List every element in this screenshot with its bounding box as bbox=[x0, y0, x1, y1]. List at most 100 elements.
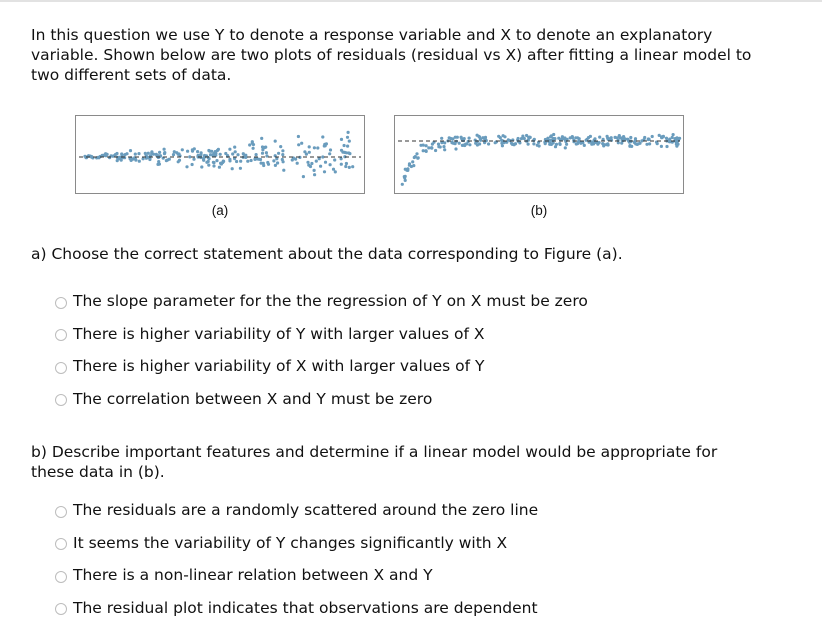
option-label: It seems the variability of Y changes si… bbox=[73, 533, 508, 552]
plot-a-point bbox=[297, 143, 301, 147]
options-a: The slope parameter for the the regressi… bbox=[55, 285, 588, 415]
option-b-1[interactable]: The residuals are a randomly scattered a… bbox=[55, 494, 538, 527]
plot-a-point bbox=[163, 151, 167, 155]
plot-a-point bbox=[254, 153, 258, 157]
plot-a-point bbox=[133, 157, 137, 161]
plot-a-point bbox=[343, 155, 347, 159]
plot-a-point bbox=[306, 160, 310, 164]
plot-b-point bbox=[521, 134, 525, 138]
plot-a-point bbox=[228, 157, 232, 161]
plot-a-point bbox=[260, 151, 265, 155]
plot-b-point bbox=[516, 136, 520, 141]
radio-button[interactable] bbox=[55, 329, 67, 342]
plot-b-point bbox=[424, 144, 428, 148]
plot-a-point bbox=[250, 140, 254, 144]
plot-a-point bbox=[167, 157, 171, 161]
plot-a-point bbox=[217, 165, 221, 169]
plot-b-point bbox=[406, 168, 410, 172]
option-b-4[interactable]: The residual plot indicates that observa… bbox=[55, 592, 538, 625]
plot-a-point bbox=[231, 152, 235, 156]
plot-b-point bbox=[454, 147, 458, 151]
plot-a-point bbox=[260, 136, 264, 140]
plot-b-point bbox=[602, 144, 606, 148]
plot-a-point bbox=[344, 161, 348, 166]
plot-a-point bbox=[263, 145, 267, 150]
plot-b-point bbox=[664, 136, 669, 140]
plot-a-point bbox=[115, 159, 119, 163]
plot-b-point bbox=[601, 137, 605, 141]
plot-b-point bbox=[606, 143, 610, 147]
plot-b-point bbox=[638, 141, 642, 145]
plot-a-point bbox=[180, 148, 184, 152]
plot-b-point bbox=[576, 140, 580, 144]
plot-a-point bbox=[200, 165, 204, 169]
plot-a-point bbox=[342, 143, 346, 148]
plot-a-point bbox=[317, 157, 321, 161]
plot-a-point bbox=[308, 164, 313, 169]
option-a-4[interactable]: The correlation between X and Y must be … bbox=[55, 383, 588, 416]
plot-b-point bbox=[671, 133, 675, 137]
plot-b-point bbox=[574, 142, 578, 146]
plot-a-point bbox=[137, 159, 141, 163]
plot-b-point bbox=[436, 142, 441, 146]
plot-a-point bbox=[331, 167, 336, 171]
plot-b-point bbox=[440, 136, 444, 140]
plot-b-point bbox=[421, 149, 425, 153]
plot-a-point bbox=[322, 170, 327, 174]
plot-a-point bbox=[115, 151, 119, 156]
radio-button[interactable] bbox=[55, 296, 67, 309]
option-a-1[interactable]: The slope parameter for the the regressi… bbox=[55, 285, 588, 318]
plot-a-point bbox=[228, 147, 232, 151]
plot-b-points bbox=[400, 132, 682, 186]
plot-a-point bbox=[351, 165, 355, 169]
question-a: a) Choose the correct statement about th… bbox=[31, 245, 623, 263]
radio-button[interactable] bbox=[55, 361, 67, 374]
plot-a-point bbox=[273, 139, 277, 143]
plot-b-point bbox=[440, 141, 444, 145]
plot-b-point bbox=[478, 135, 482, 139]
plot-a-point bbox=[339, 162, 343, 166]
radio-button[interactable] bbox=[55, 570, 67, 583]
plot-b-point bbox=[412, 164, 416, 168]
plot-a-point bbox=[264, 151, 268, 155]
plot-b-point bbox=[634, 142, 638, 146]
plot-a-point bbox=[275, 157, 279, 161]
option-b-3[interactable]: There is a non-linear relation between X… bbox=[55, 559, 538, 592]
radio-button[interactable] bbox=[55, 603, 67, 616]
radio-button[interactable] bbox=[55, 394, 67, 407]
plot-a-point bbox=[301, 175, 305, 179]
plot-b-point bbox=[543, 137, 547, 142]
plot-b-point bbox=[617, 134, 621, 138]
plot-b-point bbox=[407, 163, 411, 167]
plot-b-point bbox=[565, 137, 569, 141]
plot-b-point bbox=[443, 148, 447, 152]
plot-a-point bbox=[150, 151, 154, 155]
option-label: There is a non-linear relation between X… bbox=[73, 566, 433, 585]
plot-b-point bbox=[548, 142, 552, 146]
plot-a-point bbox=[190, 162, 194, 167]
radio-button[interactable] bbox=[55, 505, 67, 518]
option-b-2[interactable]: It seems the variability of Y changes si… bbox=[55, 527, 538, 560]
plot-b-point bbox=[498, 136, 502, 140]
plot-a-point bbox=[339, 148, 344, 152]
plot-b-point bbox=[453, 142, 457, 146]
plot-a-point bbox=[157, 162, 161, 166]
plot-a-point bbox=[307, 145, 311, 149]
plot-a-point bbox=[214, 153, 218, 157]
plot-b-point bbox=[659, 144, 663, 148]
plot-a-point bbox=[157, 160, 161, 164]
plot-b-point bbox=[657, 133, 661, 137]
option-a-2[interactable]: There is higher variability of Y with la… bbox=[55, 318, 588, 351]
plot-b-point bbox=[519, 137, 524, 141]
plot-a-point bbox=[202, 158, 206, 162]
option-a-3[interactable]: There is higher variability of X with la… bbox=[55, 350, 588, 383]
plot-a-point bbox=[207, 148, 211, 153]
radio-button[interactable] bbox=[55, 538, 67, 551]
plot-a-point bbox=[281, 153, 285, 157]
plot-a-point bbox=[146, 151, 150, 155]
plot-b-point bbox=[588, 134, 592, 138]
plot-a-point bbox=[196, 150, 200, 154]
plot-b-point bbox=[512, 142, 516, 147]
plot-a-point bbox=[307, 150, 311, 154]
plot-a-point bbox=[137, 152, 141, 156]
